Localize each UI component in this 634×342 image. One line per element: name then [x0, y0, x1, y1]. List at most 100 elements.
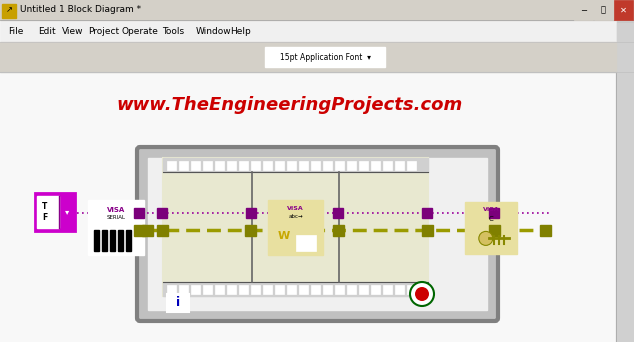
Bar — [203, 285, 212, 293]
Bar — [157, 208, 167, 218]
Bar — [0, 42, 616, 72]
Bar — [614, 0, 633, 20]
Bar — [134, 224, 145, 236]
Text: i: i — [176, 297, 180, 310]
Bar — [0, 0, 634, 20]
Bar — [268, 200, 323, 255]
Bar — [215, 160, 224, 170]
Bar — [35, 193, 75, 231]
Bar — [191, 160, 200, 170]
Bar — [0, 72, 616, 342]
Text: SERIAL: SERIAL — [107, 215, 126, 220]
Bar — [0, 20, 616, 42]
Text: abc→: abc→ — [288, 214, 303, 219]
Bar — [167, 285, 176, 293]
Text: ✕: ✕ — [620, 5, 627, 14]
Bar — [275, 285, 284, 293]
Text: Operate: Operate — [122, 26, 159, 36]
Bar — [594, 0, 613, 20]
Text: File: File — [8, 26, 23, 36]
Bar — [155, 46, 171, 68]
Bar — [275, 160, 284, 170]
Bar — [230, 46, 246, 68]
Bar — [617, 0, 633, 22]
Bar — [195, 46, 211, 68]
Bar — [245, 224, 256, 236]
Bar — [489, 224, 500, 236]
Bar — [323, 160, 332, 170]
Circle shape — [410, 282, 434, 306]
Bar — [126, 230, 131, 251]
Text: View: View — [62, 26, 84, 36]
Bar — [210, 46, 226, 68]
Bar — [383, 160, 392, 170]
Text: W: W — [277, 231, 290, 241]
Bar — [335, 160, 344, 170]
Bar — [295, 235, 316, 251]
Bar — [287, 160, 296, 170]
Bar — [371, 160, 380, 170]
Text: Project: Project — [88, 26, 119, 36]
Text: F: F — [42, 213, 48, 222]
Bar — [163, 158, 428, 172]
Bar — [239, 160, 248, 170]
Bar — [265, 47, 385, 67]
Bar — [94, 230, 99, 251]
Bar — [395, 285, 404, 293]
Bar — [105, 46, 121, 68]
Circle shape — [479, 232, 493, 246]
Bar — [2, 4, 16, 18]
Bar — [141, 224, 153, 236]
Bar — [407, 285, 416, 293]
Text: Tools: Tools — [162, 26, 184, 36]
FancyBboxPatch shape — [137, 147, 498, 321]
Bar — [251, 160, 260, 170]
Bar — [118, 230, 123, 251]
Bar — [323, 285, 332, 293]
Bar — [215, 285, 224, 293]
Bar — [203, 160, 212, 170]
Bar — [227, 285, 236, 293]
Bar — [110, 230, 115, 251]
Bar — [287, 285, 296, 293]
Bar — [395, 160, 404, 170]
Bar — [311, 285, 320, 293]
Bar — [163, 282, 428, 296]
Bar — [179, 160, 188, 170]
Text: ⬜: ⬜ — [601, 5, 606, 14]
Bar — [422, 208, 432, 218]
Circle shape — [415, 287, 429, 301]
Bar — [263, 285, 272, 293]
Bar — [157, 224, 167, 236]
Text: Edit: Edit — [38, 26, 56, 36]
Bar — [311, 160, 320, 170]
Bar — [371, 285, 380, 293]
Bar — [347, 285, 356, 293]
Bar — [167, 160, 176, 170]
Bar — [540, 224, 550, 236]
Bar — [85, 46, 101, 68]
Text: ─: ─ — [581, 5, 586, 14]
Text: T: T — [42, 202, 48, 211]
Text: VISA: VISA — [287, 206, 304, 211]
Bar — [227, 160, 236, 170]
Text: ▾: ▾ — [65, 208, 69, 216]
Bar — [179, 285, 188, 293]
Text: Help: Help — [230, 26, 251, 36]
Bar — [333, 224, 344, 236]
Bar — [37, 196, 59, 228]
Text: 15pt Application Font  ▾: 15pt Application Font ▾ — [280, 53, 370, 62]
Bar — [333, 208, 343, 218]
Bar — [134, 208, 144, 218]
Bar — [335, 285, 344, 293]
Text: VISA: VISA — [482, 207, 500, 212]
Bar — [359, 160, 368, 170]
Bar — [65, 46, 81, 68]
Bar — [167, 294, 189, 312]
Text: www.TheEngineeringProjects.com: www.TheEngineeringProjects.com — [117, 96, 463, 114]
Bar — [191, 285, 200, 293]
Bar — [299, 160, 308, 170]
Bar — [239, 285, 248, 293]
Bar — [163, 158, 428, 296]
Bar — [251, 285, 260, 293]
